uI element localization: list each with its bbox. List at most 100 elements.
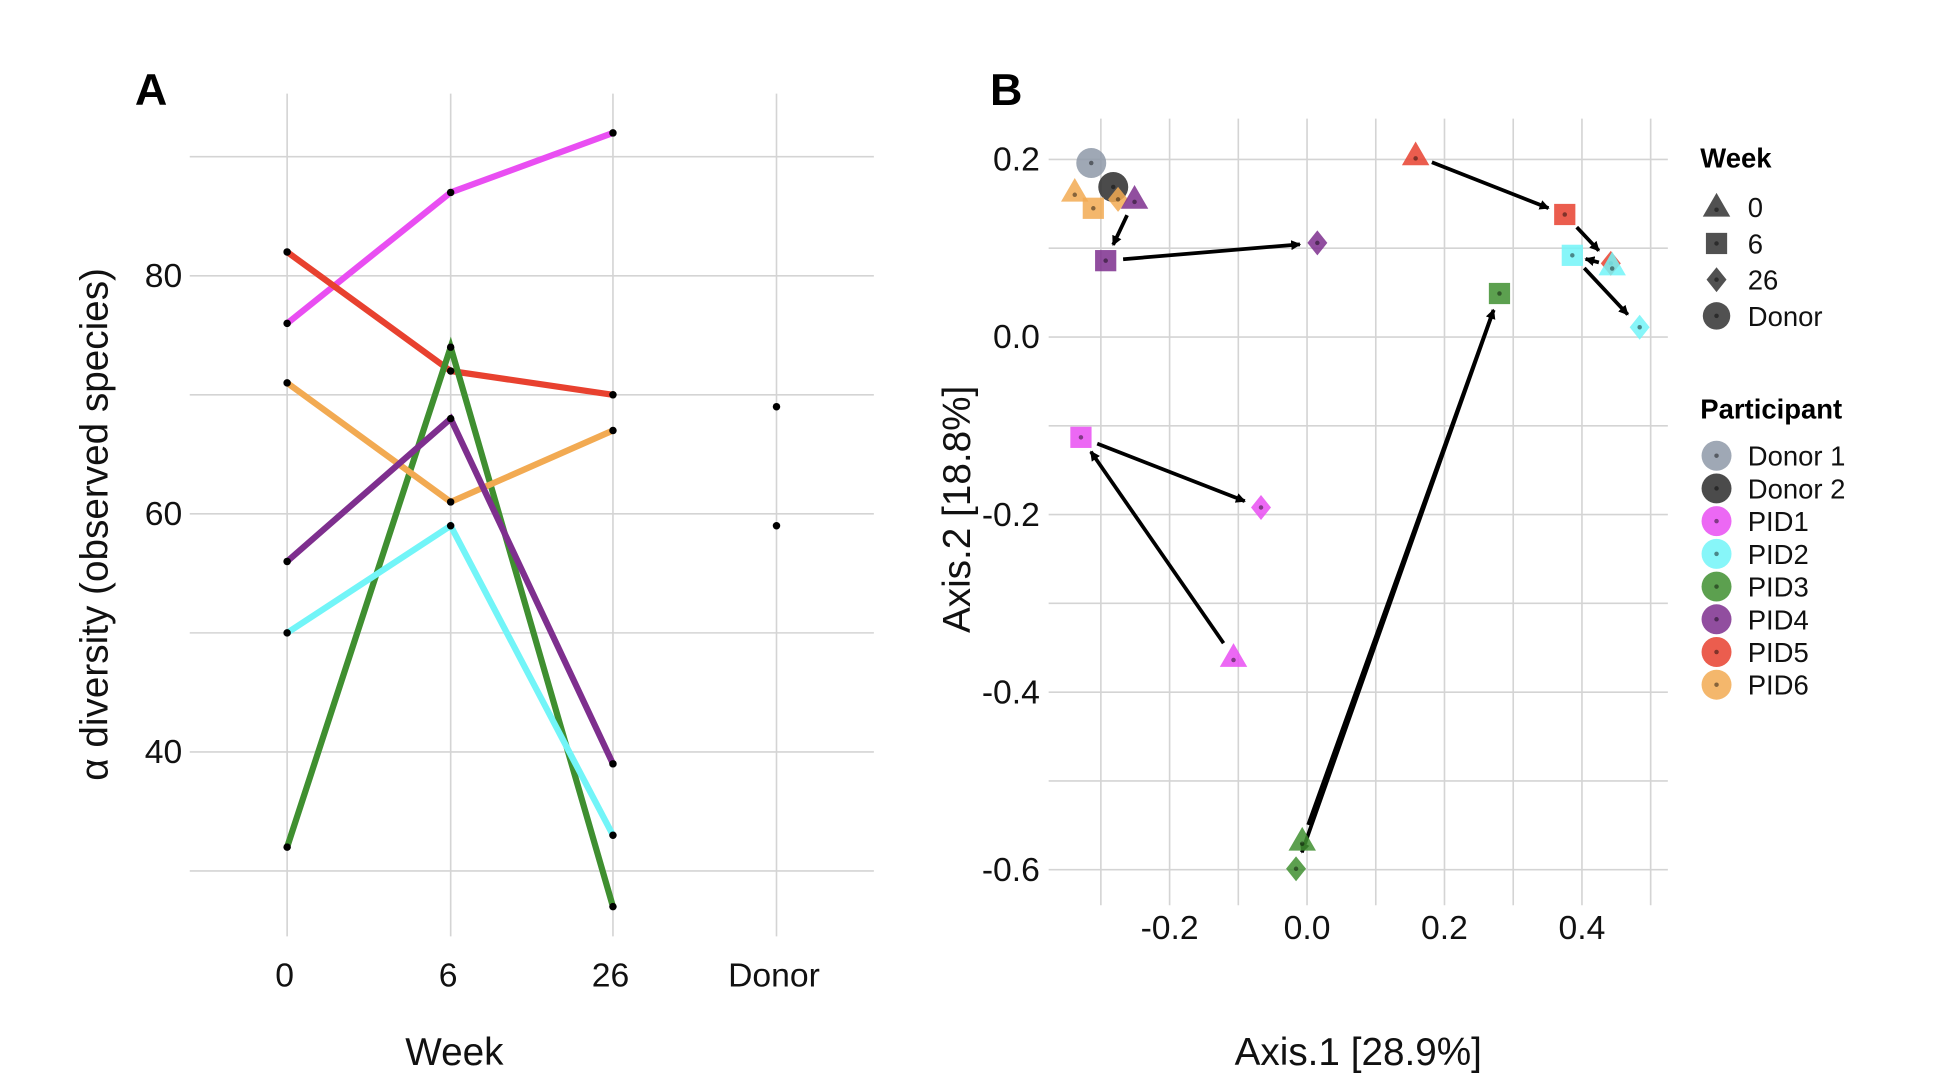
point-center-dot [1258,505,1264,510]
y-tick-label: -0.6 [982,851,1040,889]
trajectory-arrow [1122,240,1302,262]
trajectory-arrow [1111,214,1129,246]
x-tick-label: Donor [728,956,820,994]
b-x-axis-title: Axis.1 [28.9%] [1235,1031,1482,1074]
x-tick-label: 0.0 [1284,909,1331,947]
point-center-dot [1714,518,1719,524]
y-tick-label: 80 [145,257,182,295]
alpha-diversity-chart: 40 60 80 0 6 26 Donor [145,93,874,994]
point-pid3-week-26 [1286,856,1307,882]
data-point [609,760,617,768]
point-center-dot [1115,197,1121,202]
data-point [283,248,291,256]
data-point [283,557,291,566]
point-pid4-week-0 [1120,185,1149,209]
trajectory-arrow [1089,450,1226,645]
point-pid6-week-0 [1061,177,1089,202]
y-tick-label: 0.2 [993,141,1040,179]
data-point [609,129,617,137]
trajectory-arrow [1300,309,1496,854]
x-tick-label: 0.4 [1559,909,1606,947]
point-center-dot [1299,841,1305,847]
point-pid2-week-6 [1561,244,1583,266]
data-point [446,367,455,375]
legend-shape-circle-icon [1702,302,1731,330]
legend-participant-label: PID4 [1748,604,1809,635]
point-pid5-week-6 [1554,203,1576,226]
point-center-dot [1637,324,1642,330]
donor-point [772,402,781,411]
legend-participant-label: PID3 [1748,572,1809,603]
legend-participant-swatch [1701,604,1732,635]
point-pid3-week-0 [1288,826,1316,851]
data-point [446,498,455,506]
legend-participant-label: PID2 [1748,539,1809,570]
data-point [609,902,617,911]
legend-participant-swatch [1701,440,1732,471]
data-point [609,391,617,399]
point-pid5-week-0 [1401,141,1430,166]
legend-participant-swatch [1701,506,1732,537]
y-tick-label: -0.2 [982,496,1040,534]
panel-a-label: A [135,64,167,115]
point-pid6-week-6 [1082,197,1104,219]
legend-participant-swatch [1701,669,1732,700]
legend-shape-square-icon [1705,232,1728,255]
point-center-dot [1714,649,1719,655]
data-point [446,414,455,423]
legend-participant-label: PID1 [1748,506,1809,537]
data-point [446,343,455,351]
a-y-axis-title: α diversity (observed species) [73,268,116,781]
donor-point [772,521,781,530]
trajectory-arrow [1584,256,1600,266]
point-center-dot [1110,184,1116,190]
x-tick-label: 26 [592,956,629,994]
point-center-dot [1091,206,1096,211]
point-pid2-week-26 [1629,314,1650,340]
data-point [283,379,291,387]
y-tick-label: -0.4 [982,673,1040,711]
legend-week-title: Week [1700,142,1772,173]
point-center-dot [1562,212,1568,217]
legend-participant-label: PID6 [1748,670,1809,701]
trajectory-arrow [1096,441,1246,503]
legend-participant-swatch [1701,538,1732,569]
legend-participant-label: Donor 2 [1748,473,1846,504]
point-center-dot [1714,486,1719,491]
legend-participant-swatch [1701,473,1732,504]
b-y-axis-title: Axis.2 [18.8%] [936,386,979,633]
point-center-dot [1714,584,1719,589]
point-center-dot [1714,453,1719,458]
point-pid2-week-0 [1598,251,1626,276]
point-center-dot [1497,291,1502,296]
point-pid4-week-26 [1307,230,1328,256]
pcoa-chart: -0.2 0.0 0.2 0.4 0.2 0.0 -0.2 -0.4 -0.6 [982,118,1668,947]
legend-shape-diamond-icon [1706,267,1727,293]
legend-shape-triangle-icon [1702,192,1731,217]
trajectory-arrow [1575,225,1601,252]
point-center-dot [1714,241,1719,246]
legend-participant-swatch [1701,637,1732,667]
point-center-dot [1714,551,1719,557]
legend-participant-swatch [1701,571,1732,602]
point-center-dot [1315,240,1320,246]
trajectory-arrow [1431,160,1550,210]
point-center-dot [1089,160,1094,166]
legend-participant-title: Participant [1700,393,1842,424]
data-point [283,843,291,851]
legend-participant-label: PID5 [1748,637,1809,668]
legend-week-label: 6 [1748,228,1763,259]
trajectory-arrow [1582,266,1630,316]
point-center-dot [1132,199,1137,205]
point-center-dot [1293,866,1299,872]
point-center-dot [1570,253,1575,258]
y-tick-label: 40 [145,733,182,771]
point-center-dot [1078,435,1084,440]
point-center-dot [1714,207,1719,213]
point-center-dot [1072,192,1078,198]
x-tick-label: 0.2 [1421,909,1468,947]
point-donor-1-week-donor [1076,148,1107,178]
x-tick-label: 0 [275,956,294,994]
point-pid3-week-6 [1488,282,1511,305]
